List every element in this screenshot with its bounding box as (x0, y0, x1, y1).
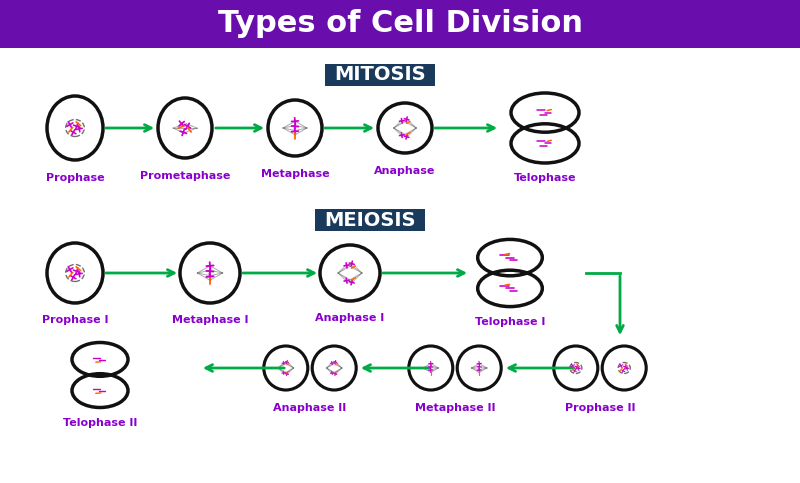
Text: Metaphase II: Metaphase II (414, 403, 495, 413)
FancyBboxPatch shape (315, 209, 425, 231)
Text: Anaphase I: Anaphase I (315, 313, 385, 323)
Text: Prophase I: Prophase I (42, 315, 108, 325)
Text: Prophase: Prophase (46, 173, 104, 183)
Text: Anaphase: Anaphase (374, 166, 436, 176)
Text: Telophase I: Telophase I (475, 316, 545, 327)
Text: Types of Cell Division: Types of Cell Division (218, 10, 582, 39)
Text: Metaphase: Metaphase (261, 169, 330, 179)
Text: Metaphase I: Metaphase I (172, 315, 248, 325)
Text: MEIOSIS: MEIOSIS (324, 211, 416, 229)
Text: Anaphase II: Anaphase II (274, 403, 346, 413)
Text: Prophase II: Prophase II (565, 403, 635, 413)
FancyBboxPatch shape (325, 64, 435, 86)
Text: MITOSIS: MITOSIS (334, 66, 426, 85)
Text: Telophase: Telophase (514, 173, 576, 183)
Text: Prometaphase: Prometaphase (140, 171, 230, 181)
FancyBboxPatch shape (0, 0, 800, 48)
Text: Telophase II: Telophase II (63, 417, 137, 427)
